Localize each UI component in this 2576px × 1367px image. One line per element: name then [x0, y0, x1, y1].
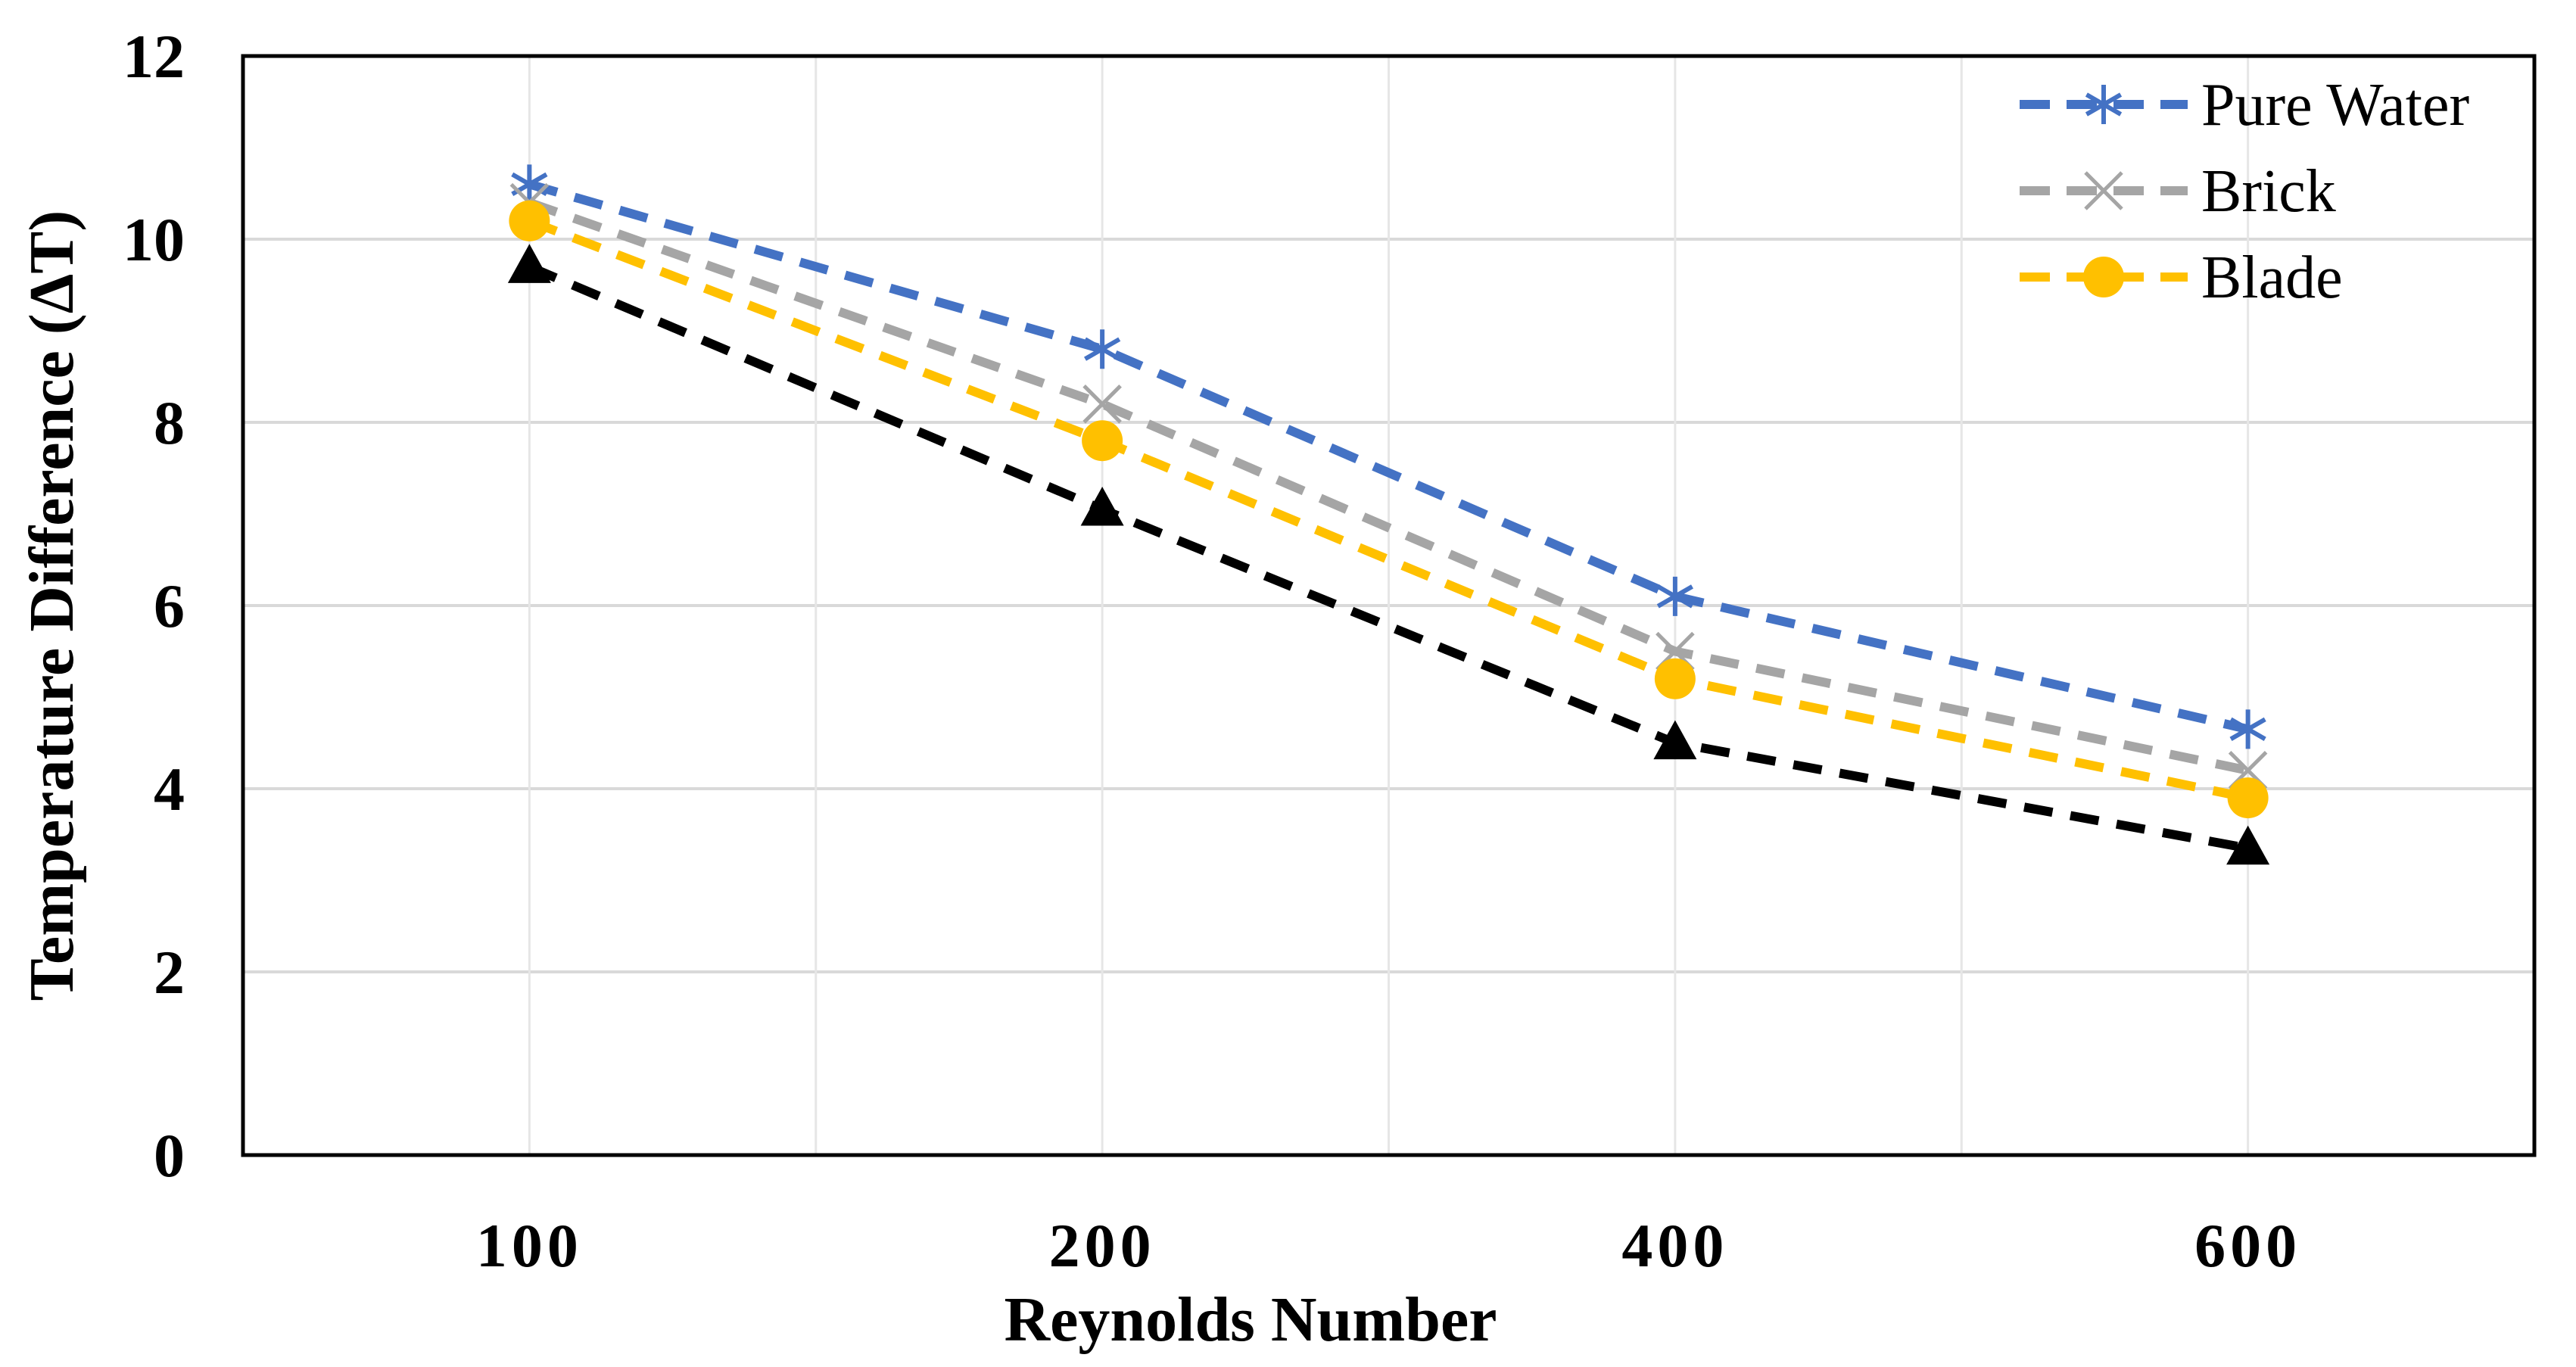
x-tick-label: 600	[2194, 1211, 2301, 1280]
x-tick-label: 100	[476, 1211, 583, 1280]
data-point	[1082, 385, 1122, 424]
series-line	[528, 179, 2249, 734]
data-point	[1654, 658, 1696, 699]
data-point	[507, 244, 551, 283]
data-point	[1080, 486, 1124, 526]
y-axis-ticks: 0 2 4 6 8 10 12	[123, 22, 185, 1190]
legend-label: Brick	[2201, 158, 2336, 225]
x-tick-label: 400	[1621, 1211, 1728, 1280]
legend-marker	[2083, 257, 2124, 297]
data-point	[2229, 709, 2266, 749]
data-point	[1084, 329, 1121, 369]
legend: Pure Water Brick Blade	[2020, 72, 2469, 311]
y-tick-label: 0	[154, 1121, 185, 1190]
data-point	[1653, 720, 1697, 760]
x-axis-title: Reynolds Number	[1004, 1284, 1497, 1355]
y-tick-label: 6	[154, 571, 185, 640]
y-axis-title: Temperature Difference (ΔT)	[17, 210, 87, 1001]
y-tick-label: 4	[154, 755, 185, 824]
series-group	[507, 164, 2270, 865]
legend-label: Pure Water	[2201, 72, 2469, 139]
data-point	[1656, 576, 1693, 616]
x-axis-ticks: 100 200 400 600	[476, 1211, 2301, 1280]
x-tick-label: 200	[1049, 1211, 1156, 1280]
y-tick-label: 10	[123, 205, 185, 274]
legend-marker	[2085, 85, 2123, 124]
legend-marker	[2084, 171, 2123, 210]
y-tick-label: 2	[154, 938, 185, 1007]
data-point	[2226, 825, 2270, 865]
data-point	[509, 200, 550, 241]
y-tick-label: 12	[123, 22, 185, 91]
data-point	[1082, 420, 1123, 462]
y-tick-label: 8	[154, 388, 185, 457]
plot-area-border	[241, 54, 2537, 1157]
data-point	[2227, 777, 2269, 819]
series-line	[528, 198, 2249, 775]
legend-label: Blade	[2201, 244, 2343, 311]
series-line	[528, 216, 2249, 802]
